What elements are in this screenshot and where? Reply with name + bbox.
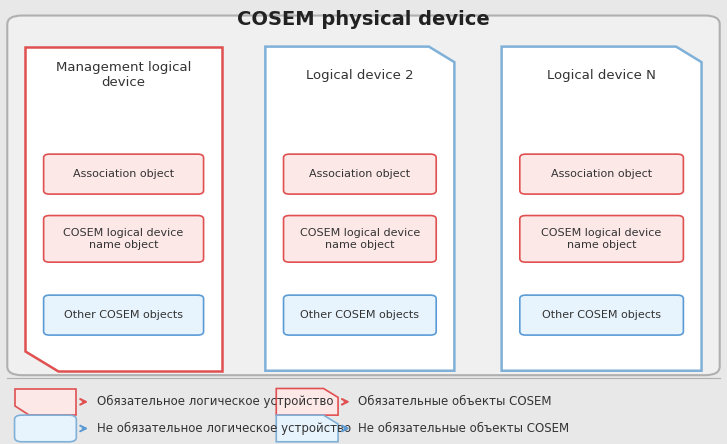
Polygon shape xyxy=(276,388,338,415)
Text: Other COSEM objects: Other COSEM objects xyxy=(64,310,183,320)
Text: Обязательные объекты COSEM: Обязательные объекты COSEM xyxy=(358,395,552,408)
FancyBboxPatch shape xyxy=(15,415,76,442)
FancyBboxPatch shape xyxy=(7,16,720,375)
Polygon shape xyxy=(265,47,454,371)
FancyBboxPatch shape xyxy=(284,154,436,194)
Text: Не обязательное логическое устройство: Не обязательное логическое устройство xyxy=(97,422,351,435)
Text: Other COSEM objects: Other COSEM objects xyxy=(300,310,419,320)
FancyBboxPatch shape xyxy=(520,154,683,194)
Text: Other COSEM objects: Other COSEM objects xyxy=(542,310,661,320)
Text: Association object: Association object xyxy=(73,169,174,179)
Polygon shape xyxy=(25,47,222,371)
Text: COSEM logical device
name object: COSEM logical device name object xyxy=(300,228,420,250)
FancyBboxPatch shape xyxy=(44,154,204,194)
Text: Association object: Association object xyxy=(309,169,411,179)
Text: Logical device N: Logical device N xyxy=(547,69,656,82)
FancyBboxPatch shape xyxy=(520,215,683,262)
FancyBboxPatch shape xyxy=(284,215,436,262)
Text: Обязательное логическое устройство: Обязательное логическое устройство xyxy=(97,395,333,408)
FancyBboxPatch shape xyxy=(520,295,683,335)
Text: Не обязательные объекты COSEM: Не обязательные объекты COSEM xyxy=(358,422,569,435)
FancyBboxPatch shape xyxy=(44,215,204,262)
Polygon shape xyxy=(276,415,338,442)
Text: Management logical
device: Management logical device xyxy=(56,61,191,90)
Text: COSEM logical device
name object: COSEM logical device name object xyxy=(542,228,662,250)
Text: Logical device 2: Logical device 2 xyxy=(306,69,414,82)
Text: COSEM physical device: COSEM physical device xyxy=(237,11,490,29)
Text: Association object: Association object xyxy=(551,169,652,179)
Polygon shape xyxy=(15,388,76,415)
FancyBboxPatch shape xyxy=(284,295,436,335)
Polygon shape xyxy=(502,47,702,371)
FancyBboxPatch shape xyxy=(44,295,204,335)
Text: COSEM logical device
name object: COSEM logical device name object xyxy=(63,228,184,250)
